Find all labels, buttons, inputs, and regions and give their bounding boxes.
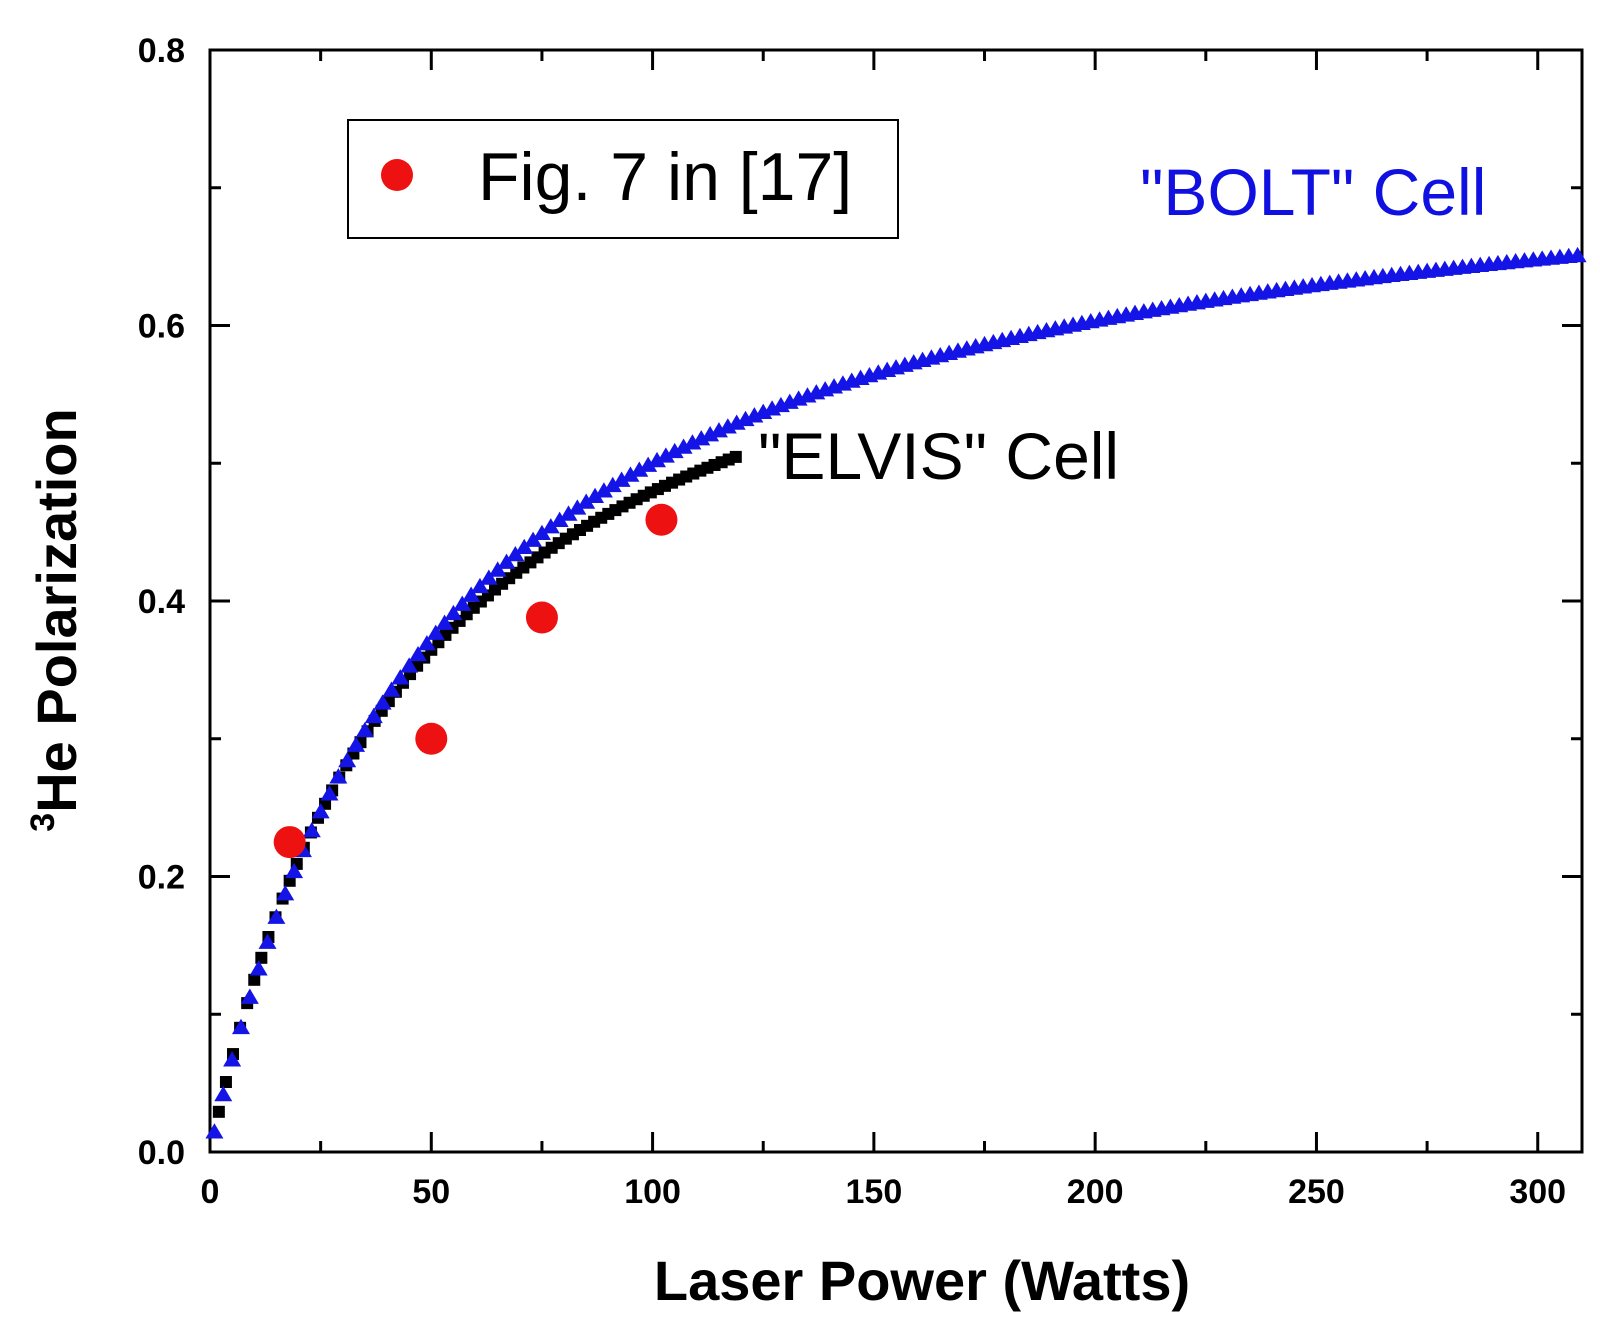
square-point	[729, 450, 742, 463]
legend-marker-circle	[381, 159, 413, 191]
triangle-point	[223, 1051, 242, 1067]
legend-box	[347, 119, 899, 239]
x-tick-label: 0	[201, 1173, 220, 1211]
triangle-point	[258, 933, 277, 949]
triangle-point	[249, 960, 268, 976]
triangle-point	[444, 604, 463, 621]
triangle-point	[391, 669, 410, 685]
y-tick-label: 0.0	[138, 1134, 185, 1172]
series-layer	[205, 246, 1587, 1139]
circle-point	[415, 722, 448, 755]
x-axis-ticks: 0 50 100 150 200 250 300	[201, 50, 1566, 1211]
x-tick-label: 300	[1509, 1173, 1566, 1211]
series-elvis	[212, 450, 742, 1118]
y-axis-title: He Polarization	[25, 408, 88, 813]
triangle-point	[506, 546, 525, 562]
square-point	[255, 951, 268, 964]
triangle-point	[1568, 246, 1587, 263]
triangle-point	[355, 721, 374, 738]
y-tick-label: 0.2	[138, 859, 185, 897]
triangle-point	[550, 511, 569, 527]
y-axis-title-superscript: 3	[24, 813, 62, 832]
triangle-point	[524, 531, 543, 547]
triangle-point	[364, 707, 383, 724]
bolt-cell-label: "BOLT" Cell	[1140, 155, 1486, 229]
triangle-point	[214, 1085, 233, 1102]
legend-label: Fig. 7 in [17]	[478, 139, 852, 215]
triangle-point	[311, 803, 330, 819]
x-axis-title: Laser Power (Watts)	[654, 1249, 1190, 1312]
triangle-point	[329, 768, 348, 784]
triangle-point	[612, 471, 631, 487]
triangle-point	[594, 482, 613, 498]
triangle-point	[630, 461, 649, 477]
triangle-point	[541, 518, 560, 534]
triangle-point	[559, 505, 578, 521]
circle-point	[525, 601, 558, 634]
triangle-point	[683, 434, 702, 450]
triangle-point	[417, 635, 436, 651]
triangle-point	[639, 456, 658, 472]
svg-text:3He Polarization: 3He Polarization	[24, 408, 88, 831]
triangle-point	[205, 1123, 224, 1139]
square-point	[248, 973, 261, 986]
triangle-point	[488, 561, 507, 577]
triangle-point	[302, 821, 321, 838]
triangle-point	[479, 569, 498, 585]
triangle-point	[665, 442, 684, 459]
x-tick-label: 50	[412, 1173, 450, 1211]
elvis-cell-label: "ELVIS" Cell	[758, 419, 1119, 493]
x-tick-label: 200	[1067, 1173, 1124, 1211]
triangle-point	[231, 1018, 250, 1035]
circle-point	[273, 826, 306, 859]
x-tick-label: 100	[624, 1173, 681, 1211]
triangle-point	[426, 624, 445, 640]
triangle-point	[240, 988, 259, 1004]
triangle-point	[373, 694, 392, 710]
triangle-point	[621, 466, 640, 482]
y-tick-label: 0.6	[138, 308, 185, 346]
x-tick-label: 250	[1288, 1173, 1345, 1211]
triangle-point	[701, 426, 720, 442]
series-bolt	[205, 246, 1587, 1139]
circle-point	[645, 503, 678, 536]
triangle-point	[648, 451, 667, 468]
series-fig-7-in-17-	[273, 503, 678, 859]
x-tick-label: 150	[846, 1173, 903, 1211]
triangle-point	[267, 908, 286, 924]
triangle-point	[285, 862, 304, 879]
triangle-point	[674, 438, 693, 454]
triangle-point	[515, 538, 534, 554]
triangle-point	[470, 577, 489, 594]
legend: Fig. 7 in [17]	[347, 119, 899, 239]
triangle-point	[338, 751, 357, 768]
triangle-point	[709, 422, 728, 438]
triangle-point	[656, 447, 675, 463]
triangle-point	[320, 785, 339, 801]
y-tick-label: 0.8	[138, 32, 185, 70]
triangle-point	[532, 524, 551, 541]
triangle-point	[276, 885, 295, 901]
triangle-point	[382, 681, 401, 697]
y-tick-label: 0.4	[138, 583, 185, 621]
triangle-point	[577, 493, 596, 509]
triangle-point	[586, 487, 605, 504]
triangle-point	[692, 430, 711, 446]
triangle-point	[462, 586, 481, 602]
square-point	[595, 511, 608, 524]
triangle-point	[603, 476, 622, 493]
triangle-point	[347, 736, 366, 752]
triangle-point	[400, 657, 419, 673]
triangle-point	[435, 614, 454, 630]
square-point	[219, 1076, 232, 1089]
square-point	[212, 1105, 225, 1118]
y-axis-ticks: 0.0 0.2 0.4 0.6 0.8	[138, 32, 1582, 1172]
y-axis-title-group: 3He Polarization	[24, 408, 88, 831]
triangle-point	[568, 499, 587, 515]
triangle-point	[409, 645, 428, 662]
triangle-point	[453, 595, 472, 611]
